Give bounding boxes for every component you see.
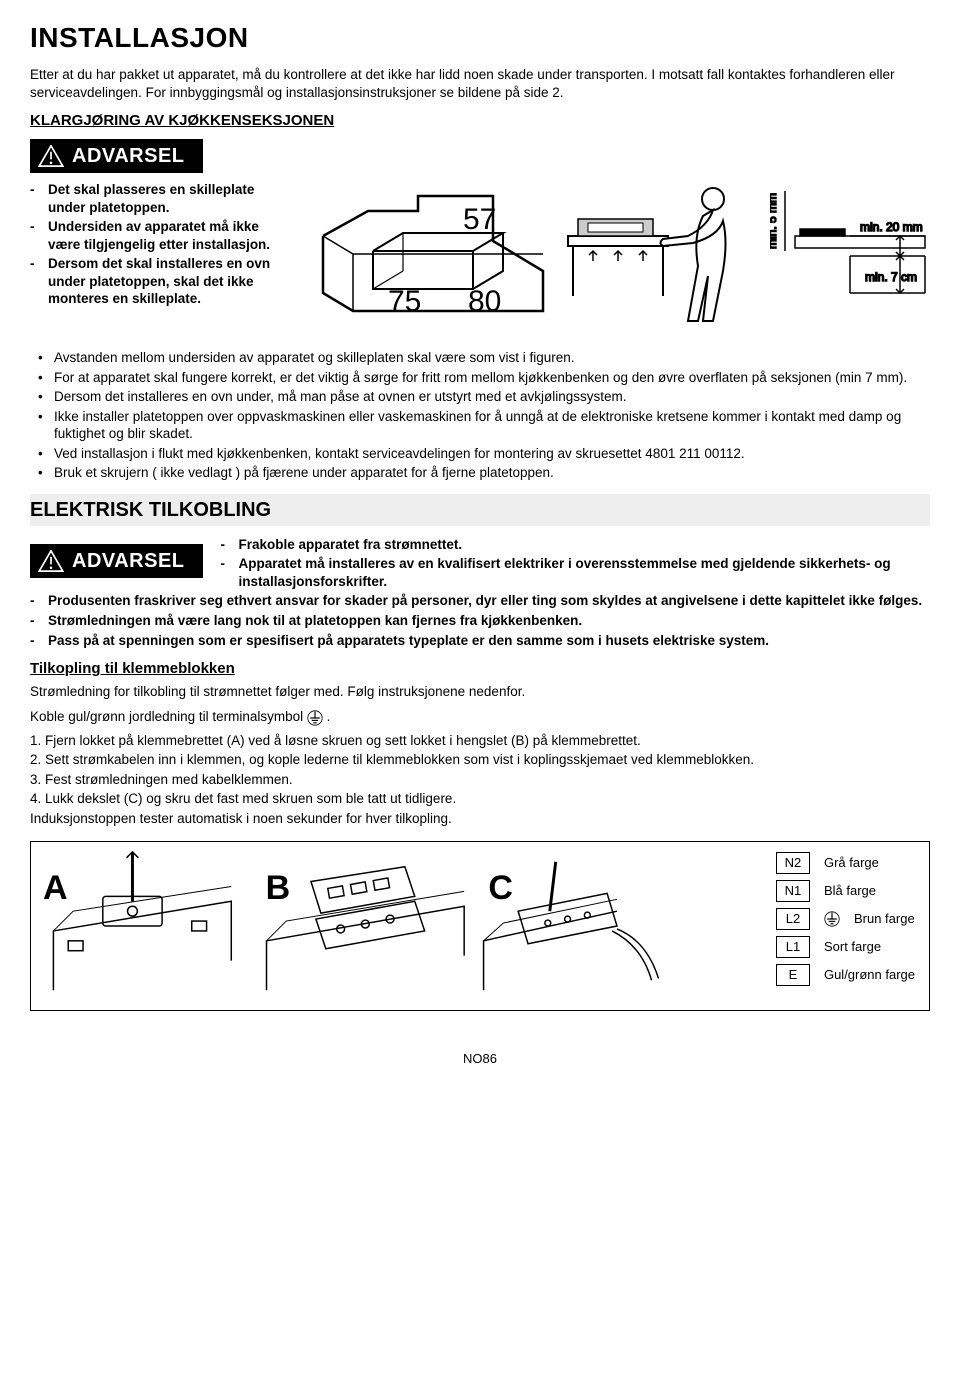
panel-a: A	[31, 842, 254, 1010]
terminal-intro: Strømledning for tilkobling til strømnet…	[30, 683, 930, 701]
section-prep-heading: KLARGJØRING AV KJØKKENSEKSJONEN	[30, 111, 930, 131]
step: Induksjonstoppen tester automatisk i noe…	[30, 810, 930, 828]
label-l2: Brun farge	[854, 911, 915, 928]
elec-heading: ELEKTRISK TILKOBLING	[30, 494, 930, 526]
elec-bullets-top: Frakoble apparatet fra strømnettet. Appa…	[221, 536, 930, 593]
terminal-heading: Tilkopling til klemmeblokken	[30, 659, 930, 679]
list-item: Dersom det skal installeres en ovn under…	[30, 255, 285, 308]
code-n2: N2	[776, 852, 810, 874]
step: 4. Lukk dekslet (C) og skru det fast med…	[30, 790, 930, 808]
dim-75: 75	[388, 285, 421, 318]
list-item: Undersiden av apparatet må ikke være til…	[30, 218, 285, 253]
list-item: Frakoble apparatet fra strømnettet.	[221, 536, 930, 554]
prep-bullet-list: Det skal plasseres en skilleplate under …	[30, 181, 285, 308]
table-row: L2 Brun farge	[776, 908, 915, 930]
panel-b: B	[254, 842, 477, 1010]
list-item: For at apparatet skal fungere korrekt, e…	[30, 369, 930, 387]
steps-list: 1. Fjern lokket på klemmebrettet (A) ved…	[30, 732, 930, 828]
table-row: L1 Sort farge	[776, 936, 915, 958]
warning-badge: ADVARSEL	[30, 139, 203, 173]
panel-b-label: B	[266, 866, 291, 910]
warning-label: ADVARSEL	[72, 143, 185, 169]
elec-bullets-rest: Produsenten fraskriver seg ethvert ansva…	[30, 592, 930, 649]
clearance-diagram: min. 5 mm min. 20 mm min. 7 cm	[770, 181, 930, 331]
table-row: N1 Blå farge	[776, 880, 915, 902]
svg-text:min. 5 mm: min. 5 mm	[770, 193, 779, 249]
table-row: N2 Grå farge	[776, 852, 915, 874]
list-item: Det skal plasseres en skilleplate under …	[30, 181, 285, 216]
ground-symbol-icon	[824, 911, 840, 927]
ground-prefix: Koble gul/grønn jordledning til terminal…	[30, 709, 307, 724]
list-item: Pass på at spenningen som er spesifisert…	[30, 632, 930, 650]
warning-triangle-icon	[38, 145, 64, 167]
code-e: E	[776, 964, 810, 986]
page-number: NO86	[30, 1051, 930, 1068]
list-item: Bruk et skrujern ( ikke vedlagt ) på fjæ…	[30, 464, 930, 482]
label-e: Gul/grønn farge	[824, 967, 915, 984]
list-item: Ved installasjon i flukt med kjøkkenbenk…	[30, 445, 930, 463]
terminal-ground: Koble gul/grønn jordledning til terminal…	[30, 708, 930, 726]
ground-symbol-icon	[307, 710, 323, 726]
warning-label: ADVARSEL	[72, 548, 185, 574]
label-n2: Grå farge	[824, 855, 879, 872]
ground-suffix: .	[327, 709, 331, 724]
svg-text:min. 20 mm: min. 20 mm	[860, 220, 923, 234]
list-item: Strømledningen må være lang nok til at p…	[30, 612, 930, 630]
list-item: Produsenten fraskriver seg ethvert ansva…	[30, 592, 930, 610]
label-l1: Sort farge	[824, 939, 881, 956]
step: 3. Fest strømledningen med kabelklemmen.	[30, 771, 930, 789]
color-table: N2 Grå farge N1 Blå farge L2 Brun farge	[776, 852, 915, 986]
code-n1: N1	[776, 880, 810, 902]
list-item: Dersom det installeres en ovn under, må …	[30, 388, 930, 406]
code-l1: L1	[776, 936, 810, 958]
cutout-diagram: 57 75 80	[313, 181, 743, 341]
code-l2: L2	[776, 908, 810, 930]
terminal-diagram: A B	[30, 841, 930, 1011]
panel-a-label: A	[43, 866, 68, 910]
step: 2. Sett strømkabelen inn i klemmen, og k…	[30, 751, 930, 769]
list-item: Avstanden mellom undersiden av apparatet…	[30, 349, 930, 367]
list-item: Apparatet må installeres av en kvalifise…	[221, 555, 930, 590]
step: 1. Fjern lokket på klemmebrettet (A) ved…	[30, 732, 930, 750]
list-item: Ikke installer platetoppen over oppvaskm…	[30, 408, 930, 443]
warning-triangle-icon	[38, 550, 64, 572]
dim-80: 80	[468, 285, 501, 318]
label-n1: Blå farge	[824, 883, 876, 900]
dim-57: 57	[463, 203, 496, 236]
page-title: INSTALLASJON	[30, 20, 930, 56]
intro-text: Etter at du har pakket ut apparatet, må …	[30, 66, 930, 101]
svg-text:min. 7 cm: min. 7 cm	[865, 270, 917, 284]
panel-c: C	[476, 842, 699, 1010]
warning-badge-2: ADVARSEL	[30, 544, 203, 578]
notes-list: Avstanden mellom undersiden av apparatet…	[30, 349, 930, 482]
table-row: E Gul/grønn farge	[776, 964, 915, 986]
panel-c-label: C	[488, 866, 513, 910]
